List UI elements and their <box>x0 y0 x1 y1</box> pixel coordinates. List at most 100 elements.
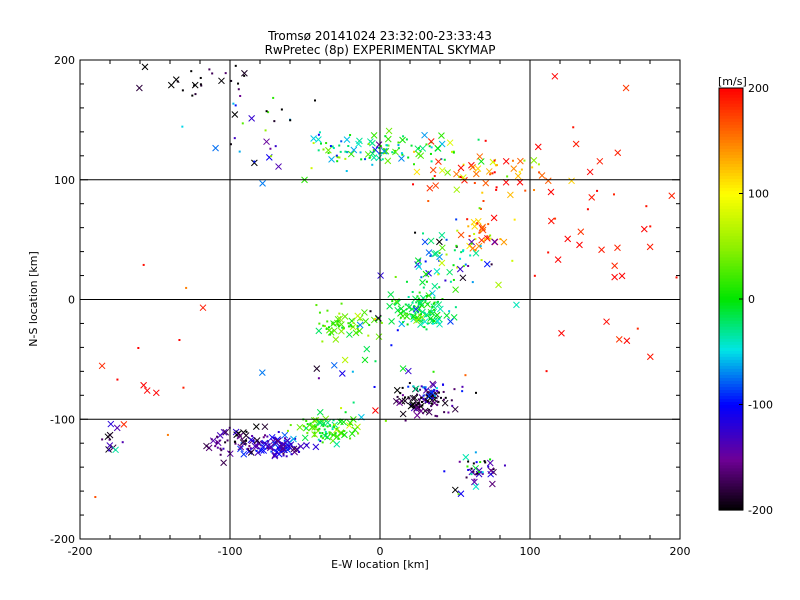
scatter-point-x <box>251 442 259 450</box>
scatter-point-dot <box>452 151 455 154</box>
scatter-point-dot <box>406 323 409 326</box>
scatter-point-dot <box>272 96 275 99</box>
scatter-point-dot <box>289 424 292 427</box>
scatter-point-dot <box>200 84 203 87</box>
scatter-point-dot <box>520 168 523 171</box>
scatter-point-dot <box>397 147 400 150</box>
scatter-point-x <box>486 459 494 467</box>
colorbar-segment <box>719 419 743 424</box>
colorbar-tick-label: 200 <box>748 82 769 95</box>
scatter-point-x <box>446 268 454 276</box>
scatter-point-x <box>490 214 498 222</box>
scatter-point-x <box>414 145 422 153</box>
colorbar-segment <box>719 461 743 466</box>
scatter-point-x <box>106 431 114 439</box>
scatter-point-dot <box>407 385 410 388</box>
scatter-point-x <box>372 407 379 414</box>
scatter-point-dot <box>425 328 428 331</box>
scatter-point-dot <box>430 310 433 313</box>
scatter-point-x <box>220 459 227 467</box>
scatter-point-x <box>502 157 510 165</box>
scatter-point-dot <box>336 160 339 163</box>
colorbar-segment <box>719 121 743 125</box>
scatter-point-dot <box>332 147 335 150</box>
scatter-point-x <box>500 238 508 246</box>
colorbar-segment <box>719 97 743 101</box>
scatter-point-dot <box>464 374 467 377</box>
colorbar-segment <box>719 139 743 143</box>
scatter-point-dot <box>326 425 329 428</box>
scatter-point-dot <box>357 432 360 435</box>
scatter-point-x <box>431 250 438 258</box>
scatter-point-dot <box>351 370 354 373</box>
scatter-point-dot <box>401 394 404 397</box>
colorbar-segment <box>719 94 743 98</box>
scatter-point-dot <box>329 333 332 336</box>
scatter-point-dot <box>400 152 403 155</box>
scatter-point-x <box>222 428 230 436</box>
colorbar-segment <box>719 205 743 210</box>
scatter-point-x <box>568 177 575 185</box>
scatter-point-dot <box>229 143 232 146</box>
scatter-point-dot <box>345 170 348 173</box>
scatter-point-dot <box>278 448 281 451</box>
colorbar-segment <box>719 166 743 170</box>
scatter-point-dot <box>323 428 326 431</box>
colorbar-segment <box>719 413 743 418</box>
scatter-point-dot <box>248 445 251 448</box>
scatter-point-dot <box>211 72 214 75</box>
scatter-point-dot <box>222 447 225 450</box>
scatter-point-x <box>313 365 321 372</box>
colorbar-segment <box>719 175 743 180</box>
scatter-point-x <box>438 231 446 239</box>
scatter-point-x <box>441 399 449 407</box>
colorbar-segment <box>719 332 743 336</box>
colorbar-segment <box>719 115 743 119</box>
scatter-point-x <box>469 163 476 171</box>
colorbar-segment <box>719 305 743 309</box>
scatter-point-x <box>436 238 443 246</box>
scatter-point-dot <box>367 334 370 337</box>
scatter-point-x <box>577 228 585 236</box>
scatter-point-x <box>414 257 422 264</box>
scatter-point-dot <box>390 344 393 347</box>
scatter-point-dot <box>444 279 447 282</box>
scatter-point-x <box>459 274 467 282</box>
scatter-point-dot <box>436 415 439 418</box>
scatter-point-x <box>310 417 318 424</box>
scatter-point-dot <box>331 145 334 148</box>
colorbar-segment <box>719 193 743 198</box>
scatter-point-dot <box>352 318 355 321</box>
scatter-point-dot <box>518 170 521 173</box>
scatter-point-dot <box>489 458 492 461</box>
scatter-point-x <box>514 172 522 180</box>
scatter-point-dot <box>194 93 197 96</box>
scatter-point-x <box>513 301 520 309</box>
scatter-point-dot <box>424 398 427 401</box>
scatter-point-dot <box>327 326 330 329</box>
colorbar-segment <box>719 323 743 327</box>
scatter-point-x <box>444 169 452 176</box>
scatter-point-x <box>468 161 475 169</box>
scatter-point-dot <box>332 419 335 422</box>
scatter-point-x <box>426 392 433 400</box>
scatter-point-x <box>253 442 261 450</box>
scatter-point-dot <box>325 142 328 145</box>
scatter-point-dot <box>489 234 492 237</box>
colorbar-segment <box>719 353 743 357</box>
scatter-point-dot <box>316 428 319 431</box>
scatter-point-dot <box>443 158 446 161</box>
scatter-point-dot <box>264 441 267 444</box>
scatter-point-dot <box>214 445 217 448</box>
scatter-point-x <box>143 387 151 394</box>
colorbar-segment <box>719 223 743 228</box>
scatter-point-dot <box>466 218 469 221</box>
scatter-point-x <box>113 424 121 432</box>
colorbar-segment <box>719 383 743 388</box>
scatter-point-dot <box>259 448 262 451</box>
scatter-point-dot <box>476 222 479 225</box>
colorbar-segment <box>719 476 743 481</box>
scatter-point-dot <box>317 133 320 136</box>
scatter-point-dot <box>453 388 456 391</box>
scatter-point-dot <box>216 446 219 449</box>
